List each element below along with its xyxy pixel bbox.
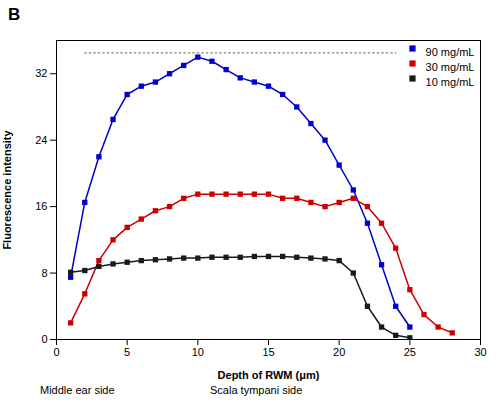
svg-text:25: 25	[404, 346, 416, 358]
svg-text:24: 24	[35, 134, 47, 146]
svg-text:Fluorescence intensity: Fluorescence intensity	[1, 130, 13, 250]
svg-text:10: 10	[192, 346, 204, 358]
svg-text:0: 0	[41, 333, 47, 345]
svg-text:16: 16	[35, 200, 47, 212]
svg-text:Depth of RWM (μm): Depth of RWM (μm)	[218, 369, 320, 381]
svg-text:90 mg/mL: 90 mg/mL	[426, 46, 475, 58]
svg-text:20: 20	[333, 346, 345, 358]
html-text:Middle ear side: Middle ear side	[40, 384, 115, 396]
svg-text:30 mg/mL: 30 mg/mL	[426, 61, 475, 73]
svg-text:0: 0	[53, 346, 59, 358]
svg-text:15: 15	[262, 346, 274, 358]
svg-text:8: 8	[41, 267, 47, 279]
html-text:B: B	[8, 5, 21, 24]
html-text:Scala tympani side: Scala tympani side	[210, 384, 303, 396]
svg-text:30: 30	[474, 346, 486, 358]
svg-text:32: 32	[35, 67, 47, 79]
svg-text:10 mg/mL: 10 mg/mL	[426, 76, 475, 88]
svg-text:5: 5	[124, 346, 130, 358]
